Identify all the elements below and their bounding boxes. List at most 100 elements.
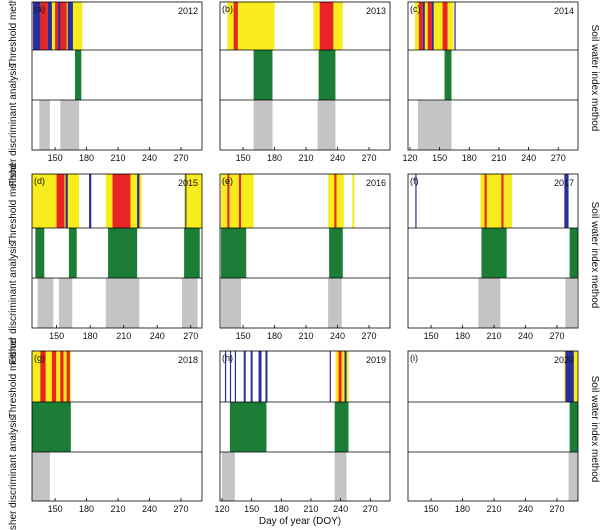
threshold-red-bar-2 — [238, 174, 241, 228]
soil-water-bar-1 — [329, 228, 343, 278]
threshold-red-bar-1 — [418, 2, 423, 50]
threshold-red-bar-1 — [227, 174, 230, 228]
fisher-bar-0 — [32, 452, 50, 501]
threshold-blue-bar-6 — [137, 174, 140, 228]
x-tick-label: 240 — [150, 331, 165, 341]
soil-water-bar-1 — [318, 50, 336, 100]
panel-letter: (g) — [34, 353, 45, 363]
fisher-bar-0 — [37, 278, 54, 328]
panel-2016: 150 180 210 240 270 (e) 2016 — [219, 173, 391, 341]
x-tick-label: 210 — [487, 504, 502, 514]
x-tick-label: 150 — [424, 504, 439, 514]
panel-year: 2013 — [366, 6, 386, 16]
threshold-yellow-bar-0 — [32, 174, 79, 228]
fisher-bar-0 — [417, 100, 452, 150]
x-tick-label: 240 — [142, 504, 157, 514]
soil-water-bar-0 — [75, 50, 82, 100]
x-tick-label: 150 — [236, 331, 251, 341]
threshold-yellow-bar-7 — [184, 174, 202, 228]
x-tick-label: 270 — [183, 331, 198, 341]
x-tick-label: 180 — [462, 153, 477, 163]
panel-letter: (b) — [222, 4, 233, 14]
threshold-blue-bar-3 — [47, 2, 52, 50]
threshold-red-bar-9 — [338, 351, 342, 402]
x-tick-label: 180 — [455, 504, 470, 514]
soil-water-bar-2 — [108, 228, 138, 278]
panel-year: 2020 — [554, 355, 574, 365]
fisher-bar-0 — [253, 100, 273, 150]
soil-water-bar-0 — [35, 228, 45, 278]
fisher-bar-0 — [221, 278, 241, 328]
row-label-threshold-2: Threshold method — [8, 164, 19, 245]
row-label-threshold-1: Threshold method — [8, 0, 19, 67]
x-tick-label: 180 — [79, 153, 94, 163]
threshold-blue-bar-1 — [565, 351, 574, 402]
panel-year: 2012 — [178, 6, 198, 16]
threshold-blue-bar-2 — [65, 174, 68, 228]
x-tick-label: 150 — [48, 153, 63, 163]
fisher-bar-0 — [478, 278, 501, 328]
threshold-blue-bar-3 — [89, 174, 92, 228]
threshold-blue-bar-10 — [344, 351, 347, 402]
x-axis-label: Day of year (DOY) — [259, 516, 341, 527]
threshold-blue-bar-5 — [58, 2, 61, 50]
x-tick-label: 210 — [299, 331, 314, 341]
panel-year: 2018 — [178, 355, 198, 365]
threshold-blue-bar-6 — [454, 2, 456, 50]
panel-letter: (d) — [34, 176, 45, 186]
panel-frame — [31, 1, 203, 151]
fisher-bar-1 — [565, 278, 577, 328]
threshold-red-bar-2 — [51, 351, 57, 402]
x-tick-label: 270 — [549, 331, 564, 341]
panel-2013: 150 180 210 240 270 (b) 2013 — [219, 1, 391, 163]
threshold-blue-bar-0 — [224, 351, 227, 402]
x-tick-label: 210 — [111, 504, 126, 514]
panel-letter: (c) — [410, 4, 421, 14]
panel-frame — [407, 350, 579, 502]
x-tick-label: 240 — [330, 153, 345, 163]
threshold-yellow-bar-0 — [221, 174, 254, 228]
x-tick-label: 150 — [49, 331, 64, 341]
soil-water-bar-0 — [481, 228, 507, 278]
soil-water-bar-0 — [569, 402, 578, 452]
panel-2015: 150 180 210 240 270 (d) 2015 — [31, 173, 203, 341]
soil-water-bar-1 — [68, 228, 77, 278]
threshold-blue-bar-1 — [33, 2, 41, 50]
panel-frame — [407, 1, 579, 151]
fisher-bar-1 — [328, 278, 342, 328]
x-tick-label: 150 — [424, 331, 439, 341]
panel-2018: 150 180 210 240 270 (g) 2018 — [31, 350, 203, 514]
fisher-bar-1 — [58, 278, 73, 328]
panel-letter: (i) — [410, 353, 418, 363]
panel-year: 2017 — [554, 178, 574, 188]
x-tick-label: 120 — [214, 504, 229, 514]
panel-frame — [219, 173, 391, 329]
threshold-red-bar-1 — [233, 2, 238, 50]
fisher-bar-1 — [334, 452, 347, 501]
threshold-yellow-bar-5 — [352, 174, 355, 228]
fisher-bar-1 — [317, 100, 336, 150]
threshold-red-bar-1 — [40, 351, 46, 402]
x-tick-label: 210 — [111, 153, 126, 163]
x-tick-label: 150 — [48, 504, 63, 514]
threshold-red-bar-3 — [501, 174, 504, 228]
side-label-2: Soil water index method — [589, 202, 600, 309]
row-label-fisher-1: Fisher discriminant analysis — [8, 64, 19, 187]
soil-water-bar-0 — [229, 402, 267, 452]
x-tick-label: 270 — [551, 153, 566, 163]
fisher-bar-1 — [60, 100, 80, 150]
threshold-red-bar-5 — [112, 174, 131, 228]
threshold-red-bar-2 — [484, 174, 487, 228]
x-tick-label: 270 — [361, 331, 376, 341]
row-label-fisher-2: Fisher discriminant analysis — [8, 242, 19, 365]
soil-water-bar-1 — [569, 228, 578, 278]
threshold-red-bar-4 — [55, 2, 67, 50]
x-tick-label: 180 — [267, 153, 282, 163]
panel-frame — [407, 173, 579, 329]
threshold-red-bar-3 — [319, 2, 334, 50]
x-tick-label: 150 — [432, 153, 447, 163]
threshold-blue-bar-4 — [250, 351, 253, 402]
side-label-1: Soil water index method — [589, 25, 600, 132]
threshold-blue-bar-2 — [234, 351, 237, 402]
